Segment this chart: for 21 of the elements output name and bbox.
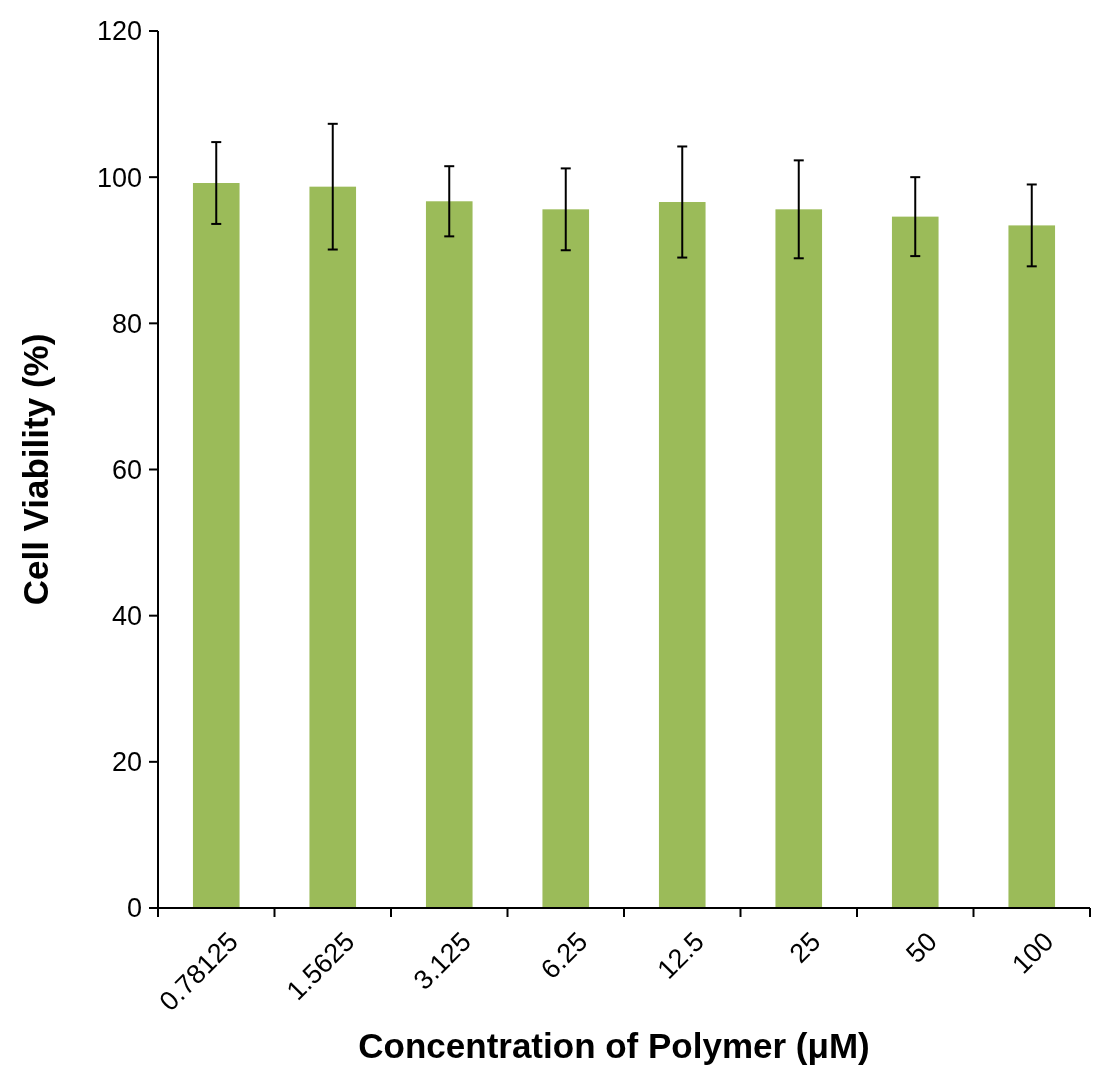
bar — [425, 201, 473, 908]
y-tick-label: 60 — [111, 454, 142, 485]
bar — [542, 209, 590, 908]
bar — [658, 202, 706, 908]
y-tick-label: 0 — [126, 893, 142, 924]
x-tick-label: 25 — [783, 926, 827, 969]
bar — [192, 183, 240, 908]
bar — [891, 216, 939, 908]
x-tick-label: 50 — [900, 926, 943, 969]
bar — [1008, 225, 1056, 908]
y-tick-label: 120 — [96, 16, 142, 47]
y-tick-label: 40 — [111, 601, 142, 632]
x-tick-label: 100 — [1006, 926, 1060, 980]
y-tick-label: 100 — [96, 162, 142, 193]
x-axis-title: Concentration of Polymer (μM) — [358, 1026, 870, 1065]
y-tick-label: 80 — [111, 308, 142, 339]
x-tick-label: 6.25 — [534, 926, 594, 985]
bar — [775, 209, 823, 908]
y-axis-title: Cell Viability (%) — [16, 333, 55, 606]
y-tick-label: 20 — [111, 747, 142, 778]
bar — [309, 186, 357, 908]
